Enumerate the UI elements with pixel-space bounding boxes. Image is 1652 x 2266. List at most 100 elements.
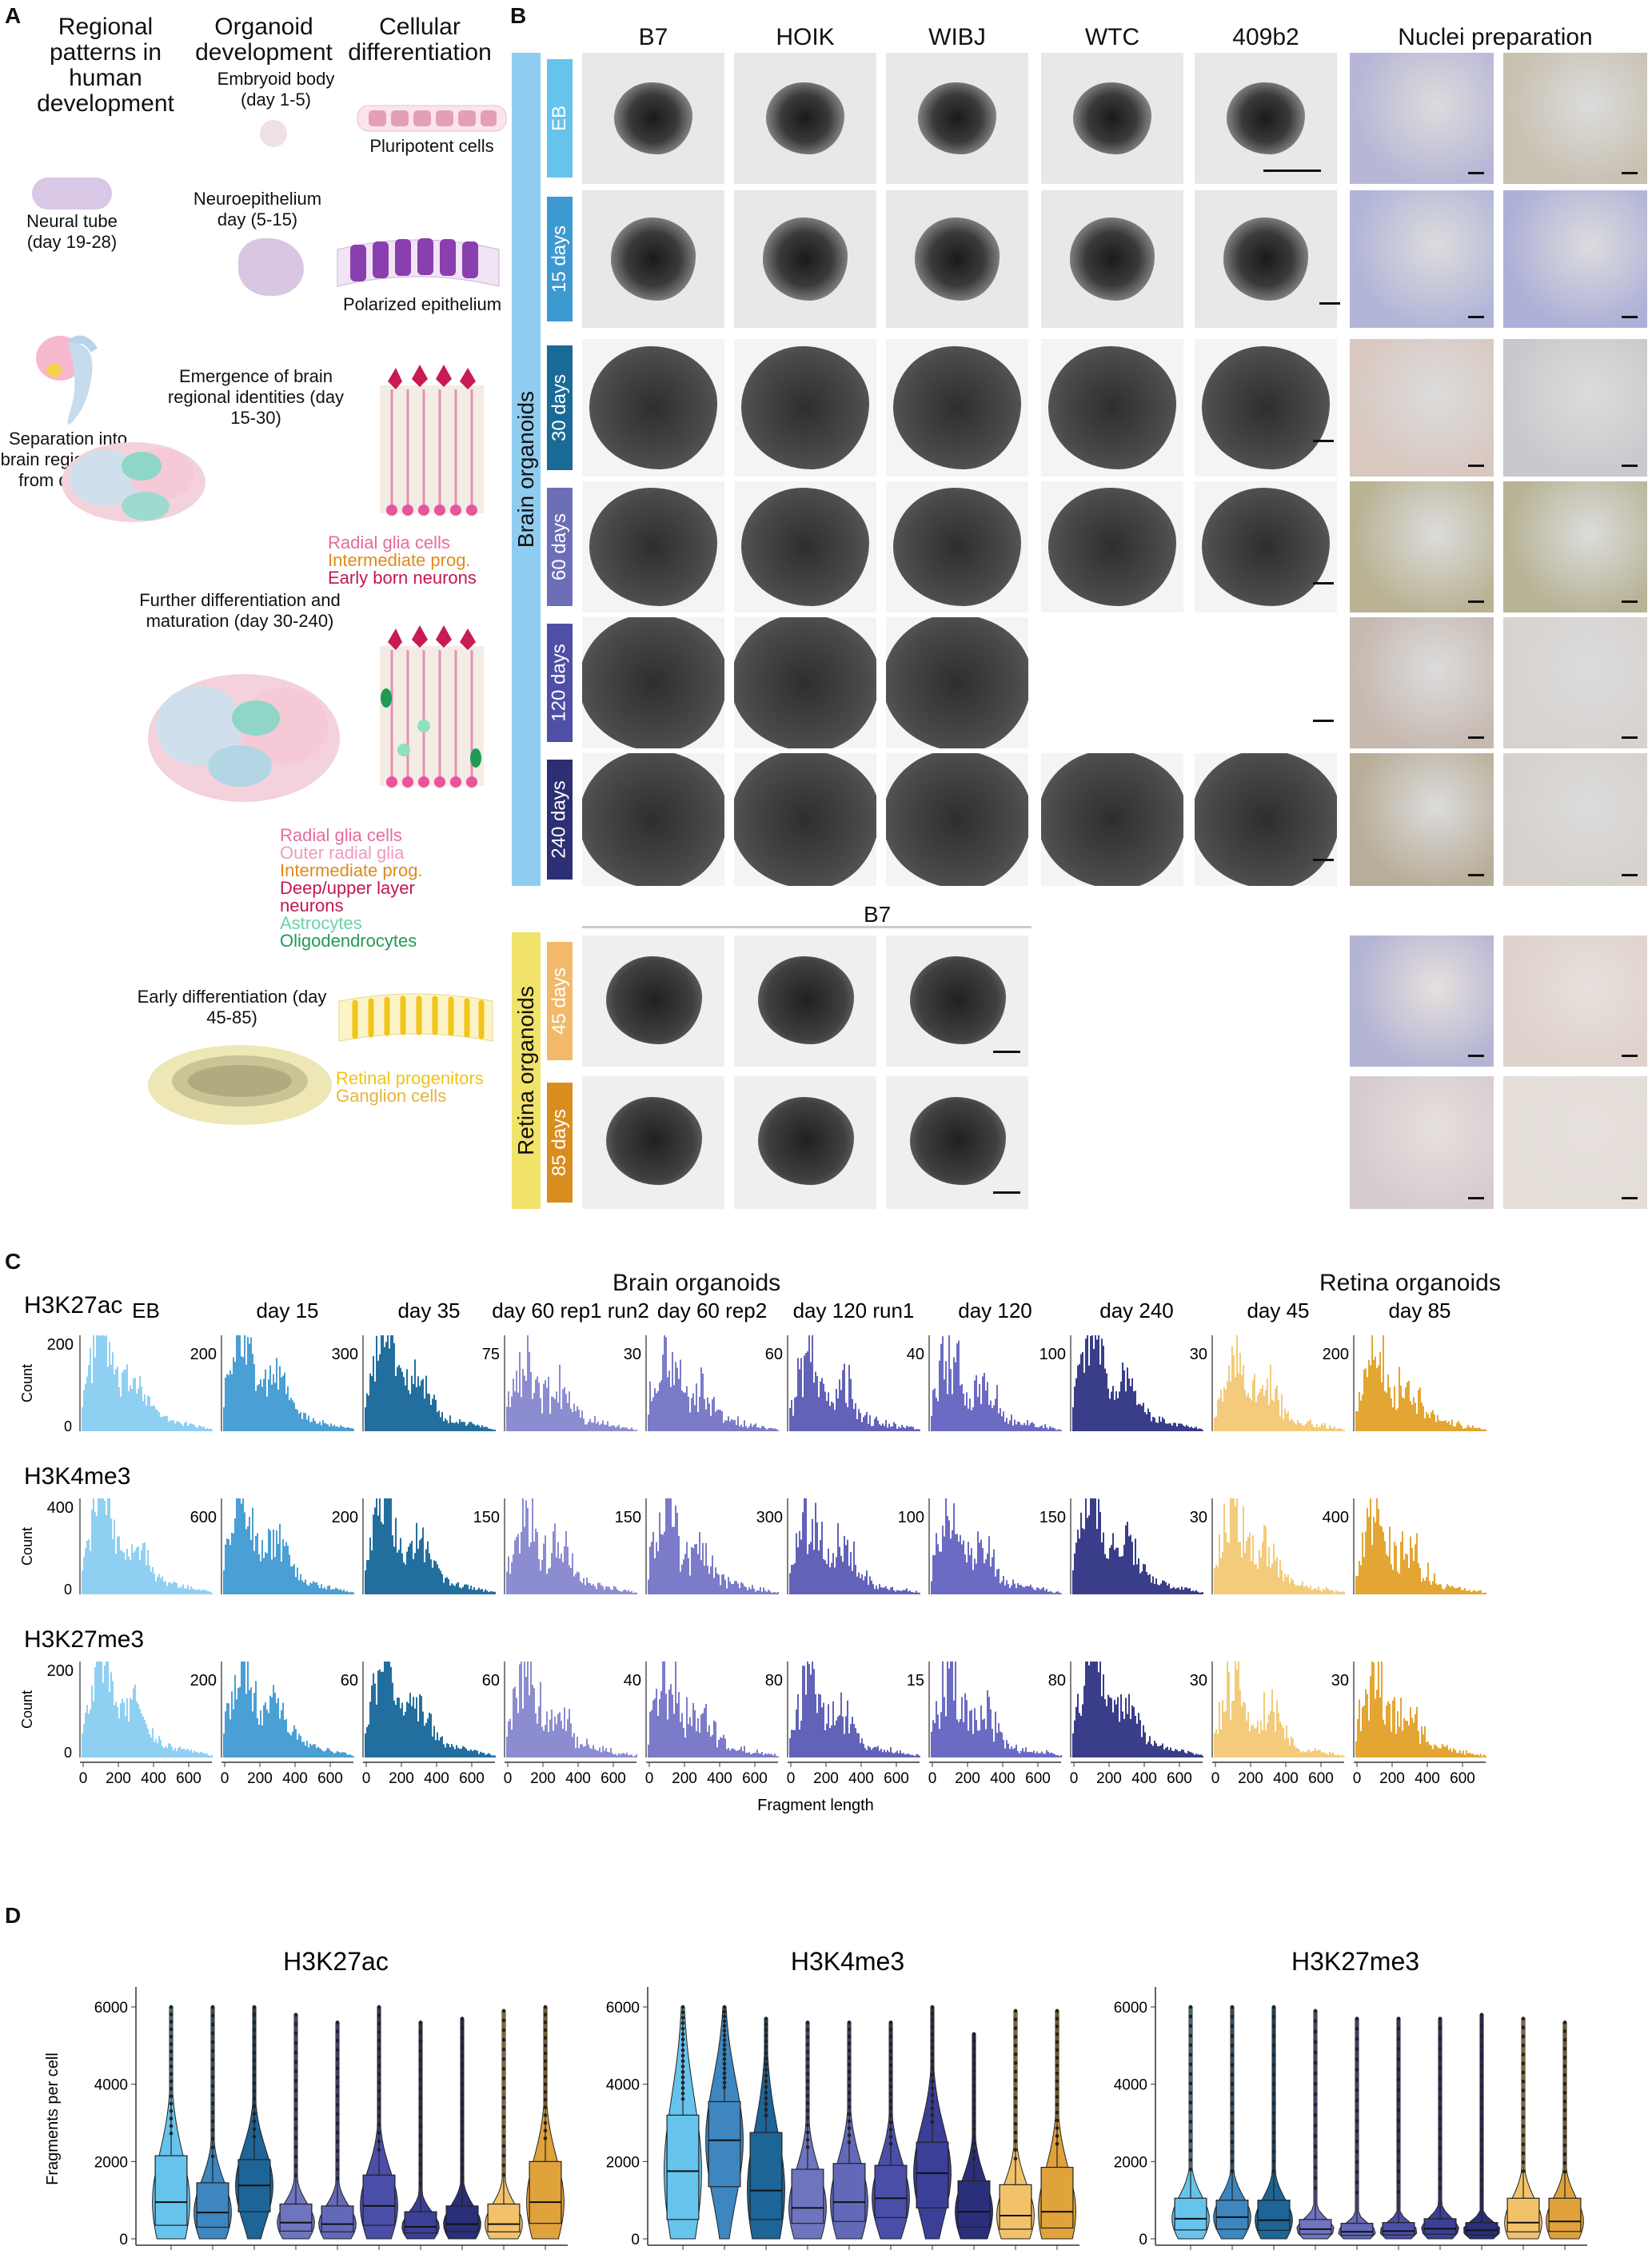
outlier-point <box>210 2040 215 2045</box>
hist-tick-label: 600 <box>459 1770 485 1787</box>
outlier-point <box>1013 2104 1018 2108</box>
hist-bar <box>384 1498 385 1594</box>
hist-bar <box>1043 1428 1044 1431</box>
hist-bar <box>747 1590 748 1594</box>
hist-bar <box>475 1590 477 1594</box>
violin-box <box>999 2184 1032 2230</box>
outlier-point <box>680 2086 685 2090</box>
hist-bar <box>760 1587 761 1594</box>
outlier-point <box>1562 2134 1567 2139</box>
hist-bar <box>1289 1745 1291 1757</box>
hist-bar <box>366 1726 368 1757</box>
hist-bar <box>1435 1583 1437 1594</box>
hist-bar <box>1327 1754 1329 1757</box>
hist-bar <box>1225 1532 1227 1594</box>
hist-bar <box>1313 1750 1315 1757</box>
hist-bar <box>1434 1573 1435 1594</box>
hist-bar <box>615 1753 617 1757</box>
hist-bar <box>377 1360 379 1431</box>
scale-bar <box>1468 1197 1484 1199</box>
outlier-point <box>377 2080 381 2084</box>
hist-bar <box>265 1369 266 1431</box>
hist-bar <box>832 1402 834 1431</box>
hist-bar <box>1038 1427 1039 1431</box>
hist-bar <box>1111 1545 1112 1594</box>
hist-bar <box>368 1724 369 1757</box>
hist-bar <box>1167 1423 1168 1431</box>
hist-bar <box>937 1714 939 1757</box>
hist-bar <box>564 1546 565 1594</box>
hist-bar <box>306 1584 308 1594</box>
hist-bar <box>808 1335 810 1431</box>
hist-bar <box>134 1378 136 1431</box>
outlier-point <box>1313 2102 1318 2107</box>
hist-bar <box>351 1428 353 1431</box>
hist-bar <box>282 1375 284 1431</box>
polarized-epithelium-illustration <box>337 238 500 287</box>
hist-bar <box>157 1410 158 1431</box>
nuclei-image <box>1503 753 1647 886</box>
hist-bar <box>1079 1363 1080 1431</box>
hist-bar <box>480 1427 481 1431</box>
hist-bar <box>971 1410 972 1431</box>
hist-bar <box>1319 1426 1321 1431</box>
violin-tick-label: 2000 <box>1114 2154 1147 2171</box>
outlier-point <box>888 2113 893 2117</box>
hist-bar <box>197 1427 198 1431</box>
hist-bar <box>332 1426 333 1431</box>
violin-box <box>1423 2218 1457 2235</box>
scale-bar <box>1263 170 1321 172</box>
histogram <box>645 1662 779 1757</box>
hist-bar <box>1469 1753 1470 1757</box>
hist-bar <box>893 1590 895 1594</box>
organoid-blob <box>886 617 1028 748</box>
hist-bar <box>130 1385 131 1431</box>
hist-bar <box>178 1747 179 1757</box>
outlier-point <box>1521 2017 1526 2021</box>
outlier-point <box>972 2112 976 2117</box>
hist-bar <box>549 1414 551 1431</box>
hist-bar <box>508 1721 509 1757</box>
hist-bar <box>684 1737 686 1757</box>
outlier-point <box>252 2119 257 2124</box>
scale-bar <box>993 1051 1020 1053</box>
organoid-blob <box>1073 82 1151 155</box>
hist-bar <box>1263 1524 1265 1594</box>
hist-bar <box>976 1563 977 1594</box>
hist-bar <box>1294 1422 1295 1431</box>
hist-bar <box>1059 1592 1060 1594</box>
outlier-point <box>722 2080 727 2085</box>
retina-organoid-image <box>734 936 876 1067</box>
hist-bar <box>863 1743 864 1757</box>
hist-bar <box>982 1719 984 1757</box>
hist-bar <box>149 1733 150 1757</box>
hist-tick-label: 200 <box>955 1770 980 1787</box>
hist-bar <box>1450 1586 1451 1594</box>
outlier-point <box>1271 2092 1276 2096</box>
hist-bar <box>919 1592 920 1594</box>
hist-bar <box>708 1403 710 1431</box>
hist-bar <box>585 1424 586 1431</box>
outlier-point <box>1521 2124 1526 2128</box>
outlier-point <box>972 2069 976 2073</box>
hist-bar <box>1075 1706 1077 1757</box>
outlier-point <box>169 2065 174 2069</box>
hist-bar <box>1036 1426 1038 1431</box>
outlier-point <box>418 2143 423 2148</box>
hist-bar <box>629 1591 631 1594</box>
hist-bar <box>932 1720 934 1757</box>
hist-bar <box>1323 1752 1324 1757</box>
hist-bar <box>1421 1582 1423 1594</box>
hist-bar <box>1482 1593 1483 1594</box>
hist-bar <box>882 1752 884 1757</box>
hist-bar <box>1030 1584 1032 1594</box>
hist-bar <box>1119 1721 1120 1757</box>
hist-bar <box>1440 1421 1442 1431</box>
hist-bar <box>178 1587 179 1594</box>
hist-bar <box>871 1749 872 1757</box>
hist-bar <box>168 1743 170 1757</box>
outlier-point <box>543 2090 548 2094</box>
hist-bar <box>696 1731 697 1757</box>
hist-bar <box>559 1364 561 1431</box>
hist-bar <box>152 1406 154 1431</box>
